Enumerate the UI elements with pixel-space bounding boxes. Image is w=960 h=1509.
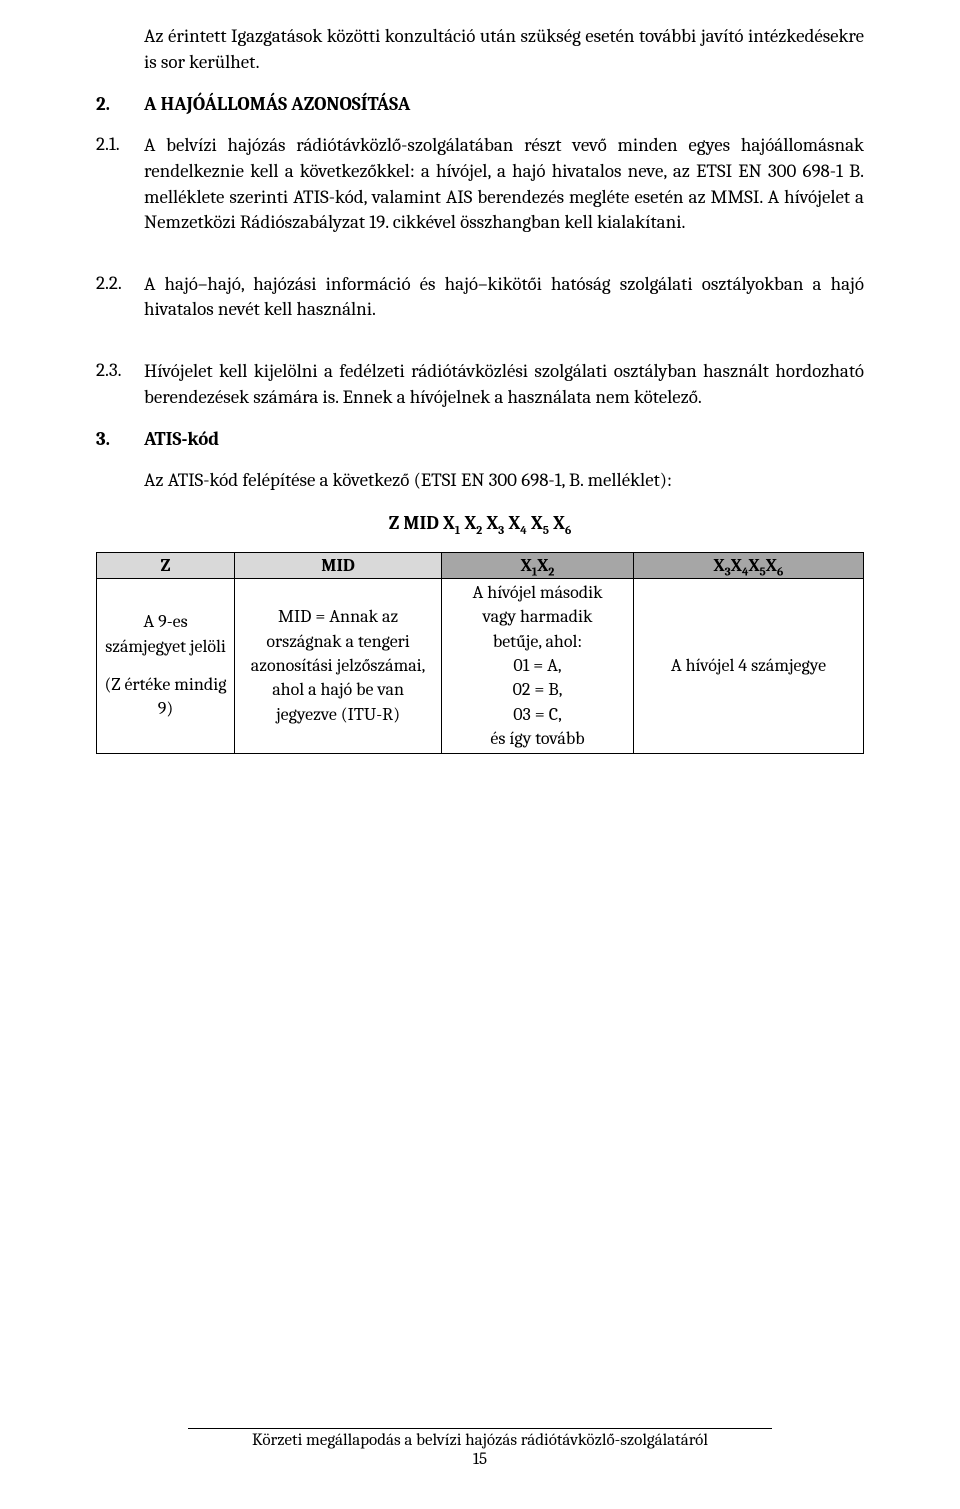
section-2-number: 2. — [96, 93, 144, 115]
atis-table: Z MID X1X2 X3X4X5X6 A 9-es számjegyet je… — [96, 552, 864, 754]
cell-mid-l2: országnak a tengeri — [241, 630, 435, 654]
cell-mid-l5: jegyezve (ITU-R) — [241, 703, 435, 727]
paragraph-2-3-number: 2.3. — [96, 359, 144, 410]
formula-sub-4: 4 — [520, 523, 527, 537]
cell-x12-l6: 03 = C, — [448, 703, 627, 727]
paragraph-2-2-text: A hajó–hajó, hajózási információ és hajó… — [144, 272, 864, 323]
table-cell-x12: A hívójel második vagy harmadik betűje, … — [442, 579, 634, 754]
paragraph-2-1-text: A belvízi hajózás rádiótávközlő-szolgála… — [144, 133, 864, 236]
page-content: Az érintett Igazgatások közötti konzultá… — [96, 24, 864, 1428]
intro-paragraph: Az érintett Igazgatások közötti konzultá… — [144, 24, 864, 75]
formula-sub-6: 6 — [565, 523, 571, 537]
formula-x6: X — [549, 512, 565, 534]
cell-mid-l3: azonosítási jelzőszámai, — [241, 654, 435, 678]
header-x12-s2: 2 — [548, 565, 554, 579]
cell-x12-l4: 01 = A, — [448, 654, 627, 678]
page-footer: Körzeti megállapodás a belvízi hajózás r… — [96, 1428, 864, 1469]
cell-x12-l3: betűje, ahol: — [448, 630, 627, 654]
section-2-title: A HAJÓÁLLOMÁS AZONOSÍTÁSA — [144, 93, 864, 115]
cell-z-l3: (Z értéke mindig — [103, 673, 228, 697]
paragraph-2-2: 2.2. A hajó–hajó, hajózási információ és… — [96, 272, 864, 323]
paragraph-2-2-number: 2.2. — [96, 272, 144, 323]
cell-z-l4: 9) — [103, 697, 228, 721]
cell-z-l1: A 9-es — [103, 610, 228, 634]
cell-z-spacer — [103, 659, 228, 673]
table-header-z: Z — [97, 553, 235, 579]
cell-x12-l7: és így tovább — [448, 727, 627, 751]
table-cell-mid: MID = Annak az országnak a tengeri azono… — [235, 579, 442, 754]
paragraph-2-3: 2.3. Hívójelet kell kijelölni a fedélzet… — [96, 359, 864, 410]
header-x12-lead: X — [521, 555, 532, 576]
cell-x12-l1: A hívójel második — [448, 581, 627, 605]
formula-x2: X — [460, 512, 476, 534]
atis-intro: Az ATIS-kód felépítése a következő (ETSI… — [144, 468, 864, 494]
cell-z-l2: számjegyet jelöli — [103, 635, 228, 659]
paragraph-2-3-text: Hívójelet kell kijelölni a fedélzeti rád… — [144, 359, 864, 410]
header-x12-mid: X — [537, 555, 548, 576]
table-cell-x3456: A hívójel 4 számjegye — [633, 579, 863, 754]
header-x3456-lead: X — [714, 555, 725, 576]
formula-x5: X — [527, 512, 543, 534]
paragraph-2-1: 2.1. A belvízi hajózás rádiótávközlő-szo… — [96, 133, 864, 236]
table-header-mid: MID — [235, 553, 442, 579]
paragraph-2-1-number: 2.1. — [96, 133, 144, 236]
atis-formula: Z MID X1 X2 X3 X4 X5 X6 — [96, 512, 864, 534]
formula-lead: Z MID X — [389, 512, 455, 534]
header-x3456-s6: 6 — [777, 565, 783, 579]
section-2-heading: 2. A HAJÓÁLLOMÁS AZONOSÍTÁSA — [96, 93, 864, 115]
formula-x4: X — [504, 512, 520, 534]
footer-text: Körzeti megállapodás a belvízi hajózás r… — [96, 1431, 864, 1450]
cell-mid-l4: ahol a hajó be van — [241, 678, 435, 702]
section-3-number: 3. — [96, 428, 144, 450]
cell-x12-l2: vagy harmadik — [448, 605, 627, 629]
page: Az érintett Igazgatások közötti konzultá… — [0, 0, 960, 1509]
cell-x12-l5: 02 = B, — [448, 678, 627, 702]
section-3-title: ATIS-kód — [144, 428, 864, 450]
footer-divider — [188, 1428, 772, 1429]
footer-page-number: 15 — [96, 1450, 864, 1469]
table-header-x1x2: X1X2 — [442, 553, 634, 579]
header-x3456-x5: X — [748, 555, 759, 576]
cell-mid-l1: MID = Annak az — [241, 605, 435, 629]
table-header-row: Z MID X1X2 X3X4X5X6 — [97, 553, 864, 579]
formula-x3: X — [482, 512, 498, 534]
table-row: A 9-es számjegyet jelöli (Z értéke mindi… — [97, 579, 864, 754]
table-cell-z: A 9-es számjegyet jelöli (Z értéke mindi… — [97, 579, 235, 754]
header-x3456-x4: X — [731, 555, 742, 576]
header-x3456-x6: X — [766, 555, 777, 576]
table-header-x3456: X3X4X5X6 — [633, 553, 863, 579]
section-3-heading: 3. ATIS-kód — [96, 428, 864, 450]
